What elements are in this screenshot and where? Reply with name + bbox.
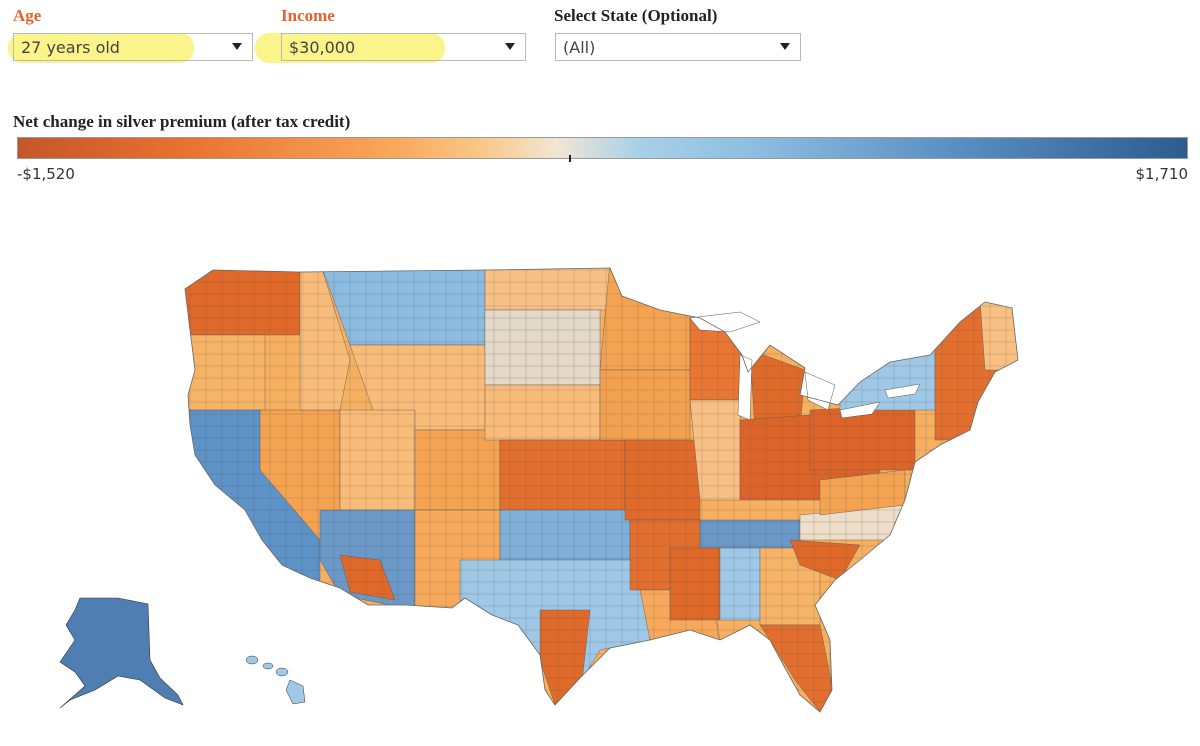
- hawaii-region[interactable]: [245, 655, 306, 705]
- legend-min-label: -$1,520: [17, 165, 75, 183]
- region-mississippi[interactable]: [669, 547, 721, 621]
- chevron-down-icon: [505, 43, 515, 50]
- chevron-down-icon: [232, 43, 242, 50]
- legend-title: Net change in silver premium (after tax …: [13, 112, 351, 131]
- region-idaho[interactable]: [299, 262, 351, 411]
- age-dropdown-value: 27 years old: [21, 38, 120, 57]
- state-dropdown[interactable]: (All): [555, 33, 801, 61]
- legend-max-label: $1,710: [1135, 165, 1189, 183]
- income-dropdown-value: $30,000: [289, 38, 356, 57]
- us-outline: [184, 267, 1019, 713]
- age-dropdown[interactable]: 27 years old: [13, 33, 253, 61]
- region-missouri[interactable]: [624, 439, 701, 521]
- age-highlight: [8, 33, 194, 63]
- income-dropdown[interactable]: $30,000: [281, 33, 526, 61]
- region-utah[interactable]: [339, 409, 416, 511]
- state-label: Select State (Optional): [554, 6, 718, 25]
- us-county-map[interactable]: [0, 250, 1200, 746]
- income-highlight: [255, 33, 445, 63]
- income-label: Income: [281, 6, 335, 25]
- region-maine-north[interactable]: [979, 299, 1020, 371]
- legend-color-scale: [17, 137, 1188, 159]
- region-kansas[interactable]: [499, 439, 626, 511]
- state-dropdown-value: (All): [563, 38, 596, 57]
- region-new-york[interactable]: [839, 349, 936, 411]
- region-minnesota[interactable]: [599, 262, 691, 371]
- region-nebraska[interactable]: [484, 384, 601, 441]
- region-iowa[interactable]: [599, 369, 691, 441]
- region-oklahoma[interactable]: [499, 509, 631, 561]
- great-lakes: [689, 311, 921, 421]
- region-arizona-south[interactable]: [339, 554, 396, 601]
- region-oregon[interactable]: [180, 334, 266, 411]
- alaska-region[interactable]: [59, 597, 184, 709]
- region-south-dakota[interactable]: [484, 309, 601, 386]
- age-label: Age: [13, 6, 42, 25]
- legend-zero-tick: [569, 155, 571, 162]
- region-alabama[interactable]: [719, 547, 761, 621]
- chevron-down-icon: [780, 43, 790, 50]
